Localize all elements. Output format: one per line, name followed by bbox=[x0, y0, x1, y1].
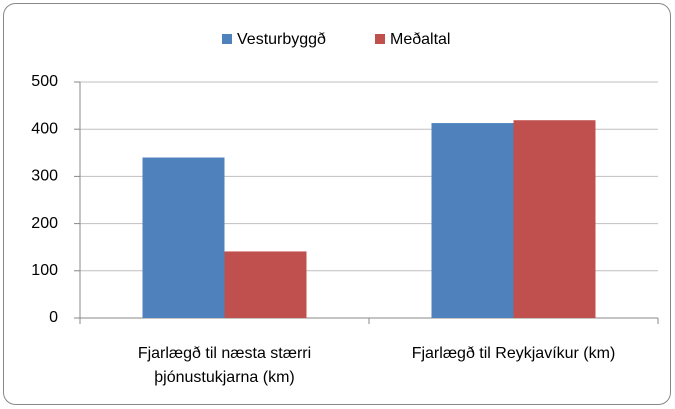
legend-swatch bbox=[222, 34, 232, 44]
y-tick-label: 300 bbox=[31, 168, 58, 185]
y-tick-label: 200 bbox=[31, 215, 58, 232]
y-tick-label: 100 bbox=[31, 262, 58, 279]
x-tick-label: Fjarlægð til næsta stærri þjónustukjarna… bbox=[137, 345, 312, 386]
y-tick-label: 0 bbox=[49, 309, 58, 326]
bar bbox=[431, 123, 514, 319]
legend-label: Meðaltal bbox=[390, 31, 450, 48]
legend-swatch bbox=[375, 34, 385, 44]
bar bbox=[224, 251, 307, 318]
y-tick-label: 400 bbox=[31, 120, 58, 137]
y-tick-label: 500 bbox=[31, 73, 58, 90]
bar bbox=[142, 157, 225, 318]
bar bbox=[513, 120, 596, 319]
legend-label: Vesturbyggð bbox=[237, 31, 326, 48]
x-tick-label: Fjarlægð til Reykjavíkur (km) bbox=[411, 345, 616, 362]
